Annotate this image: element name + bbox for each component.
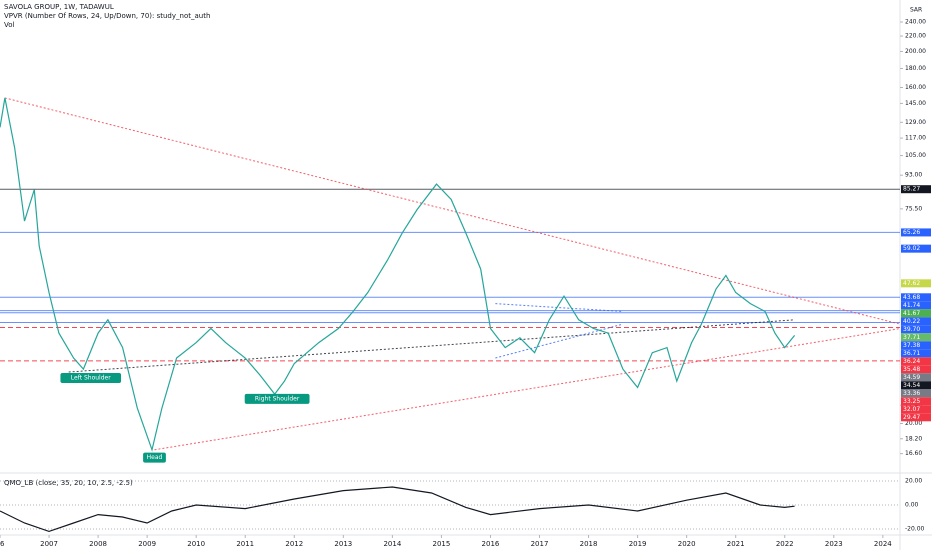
currency-label: SAR <box>910 7 922 14</box>
y-tick-label: 105.00 <box>905 152 926 159</box>
x-tick-label: 2011 <box>236 540 254 548</box>
x-tick-label: 2009 <box>138 540 156 548</box>
price-label: 41.67 <box>903 310 920 317</box>
price-label-box <box>901 244 931 253</box>
annotation-label: Left Shoulder <box>71 375 111 382</box>
x-tick-label: 2013 <box>334 540 352 548</box>
price-label-box <box>901 349 931 358</box>
price-label-box <box>901 365 931 374</box>
price-label: 33.25 <box>903 398 920 405</box>
price-label: 41.74 <box>903 302 920 309</box>
y-tick-label: 129.00 <box>905 119 926 126</box>
price-label-box <box>901 301 931 310</box>
price-label-box <box>901 397 931 406</box>
trendline <box>68 319 795 373</box>
price-label-box <box>901 357 931 366</box>
x-tick-label: 06 <box>0 540 5 548</box>
price-label: 34.59 <box>903 374 920 381</box>
price-label: 32.07 <box>903 406 920 413</box>
price-line-series <box>0 486 795 533</box>
price-label: 47.62 <box>903 280 920 287</box>
price-label-box <box>901 405 931 414</box>
study-legend: VPVR (Number Of Rows, 24, Up/Down, 70): … <box>4 12 210 20</box>
indicator-tick-label: -20.00 <box>905 526 925 533</box>
price-label: 39.70 <box>903 326 920 333</box>
y-tick-label: 18.20 <box>905 435 922 442</box>
indicator-tick-label: 0.00 <box>905 502 919 509</box>
price-label: 43.68 <box>903 294 920 301</box>
price-label-box <box>901 389 931 398</box>
x-tick-label: 2021 <box>727 540 745 548</box>
price-label: 37.71 <box>903 334 920 341</box>
price-label: 36.71 <box>903 350 920 357</box>
y-tick-label: 240.00 <box>905 18 926 25</box>
y-tick-label: 220.00 <box>905 33 926 40</box>
x-tick-label: 2008 <box>89 540 107 548</box>
price-label: 85.27 <box>903 186 920 193</box>
x-tick-label: 2023 <box>825 540 843 548</box>
symbol-title: SAVOLA GROUP, 1W, TADAWUL <box>4 3 114 11</box>
annotation-box <box>244 393 310 404</box>
x-tick-label: 2010 <box>187 540 205 548</box>
price-label-box <box>901 333 931 342</box>
price-label-box <box>901 381 931 390</box>
trendline <box>154 328 901 451</box>
annotation-label: Head <box>147 454 163 461</box>
x-tick-label: 2024 <box>874 540 892 548</box>
price-label: 36.24 <box>903 358 920 365</box>
price-label-box <box>901 413 931 422</box>
price-label-box <box>901 341 931 350</box>
y-tick-label: 145.00 <box>905 100 926 107</box>
annotation-box <box>143 452 166 463</box>
y-tick-label: 16.60 <box>905 450 922 457</box>
x-tick-label: 2012 <box>285 540 303 548</box>
x-tick-label: 2016 <box>482 540 500 548</box>
annotation-box <box>60 373 122 384</box>
price-line-series <box>0 97 796 452</box>
x-tick-label: 2007 <box>40 540 58 548</box>
y-tick-label: 20.00 <box>905 420 922 427</box>
y-tick-label: 93.00 <box>905 172 922 179</box>
y-tick-label: 160.00 <box>905 84 926 91</box>
price-label-box <box>901 228 931 237</box>
y-tick-label: 75.50 <box>905 205 922 212</box>
price-label: 33.36 <box>903 390 920 397</box>
indicator-title: QMO_LB (close, 35, 20, 10, 2.5, -2.5) <box>4 479 133 487</box>
indicator-tick-label: 20.00 <box>905 478 922 485</box>
price-label: 35.48 <box>903 366 920 373</box>
price-label-box <box>901 317 931 326</box>
trendline <box>495 323 624 359</box>
price-label: 29.47 <box>903 414 920 421</box>
price-label-box <box>901 373 931 382</box>
price-label-box <box>901 293 931 302</box>
price-label: 65.26 <box>903 229 920 236</box>
price-label: 40.22 <box>903 318 920 325</box>
price-label-box <box>901 279 931 288</box>
annotation-label: Right Shoulder <box>255 395 300 402</box>
trendline <box>495 303 623 313</box>
x-tick-label: 2022 <box>776 540 794 548</box>
price-label-box <box>901 185 931 194</box>
x-tick-label: 2014 <box>383 540 401 548</box>
x-tick-label: 2020 <box>678 540 696 548</box>
x-tick-label: 2015 <box>433 540 451 548</box>
price-label-box <box>901 325 931 334</box>
x-tick-label: 2019 <box>629 540 647 548</box>
x-tick-label: 2018 <box>580 540 598 548</box>
volume-legend: Vol <box>4 21 15 29</box>
y-tick-label: 200.00 <box>905 48 926 55</box>
y-tick-label: 180.00 <box>905 65 926 72</box>
price-label: 37.38 <box>903 342 920 349</box>
price-label-box <box>901 309 931 318</box>
price-label: 34.54 <box>903 382 920 389</box>
x-tick-label: 2017 <box>531 540 549 548</box>
y-tick-label: 117.00 <box>905 135 926 142</box>
price-label: 59.02 <box>903 245 920 252</box>
trendline <box>4 97 901 325</box>
